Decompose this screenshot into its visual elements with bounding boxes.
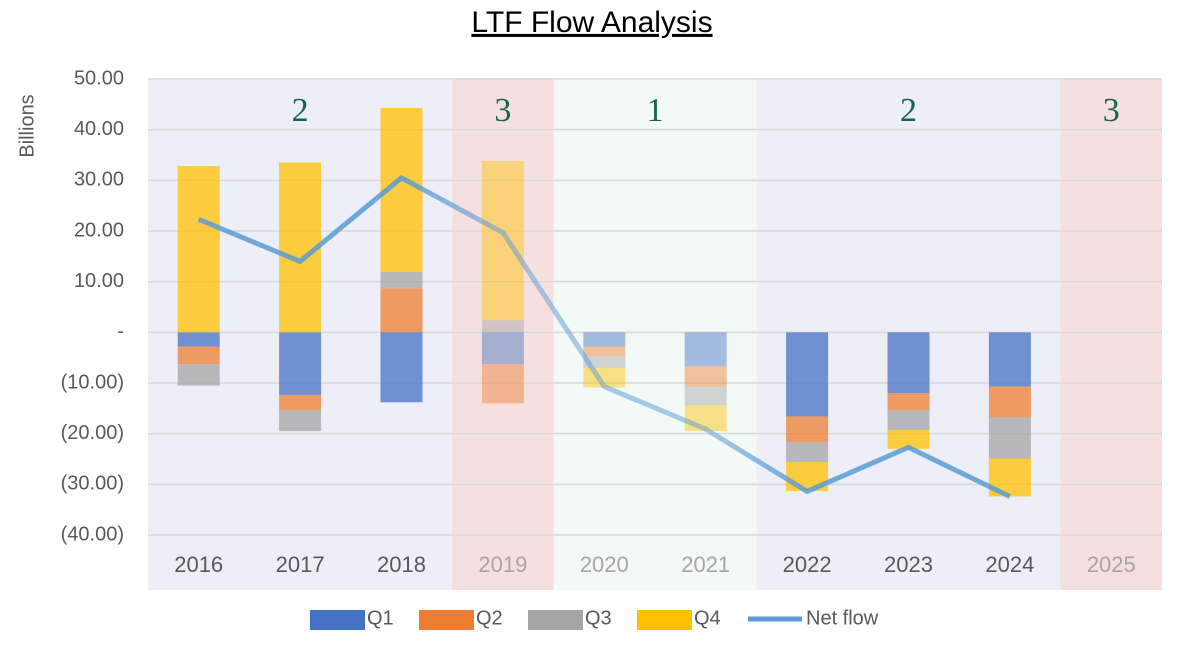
region-label: 2 [900, 92, 917, 129]
legend-label: Q4 [694, 607, 721, 629]
legend-swatch [637, 610, 692, 630]
bar [380, 288, 423, 333]
bar [481, 364, 524, 404]
x-tick-label: 2021 [681, 552, 730, 577]
legend-label: Q3 [585, 607, 612, 629]
net-flow-line [197, 175, 1011, 499]
legend-label: Net flow [806, 607, 879, 629]
region-label: 1 [647, 92, 664, 129]
region [1060, 79, 1162, 590]
bar [279, 410, 322, 432]
bar [988, 417, 1031, 459]
y-tick-label: 20.00 [74, 219, 124, 241]
y-tick-label: 30.00 [74, 169, 124, 191]
bar [887, 410, 930, 431]
bar [177, 346, 220, 365]
bar [481, 161, 524, 321]
bar [786, 442, 829, 463]
bar [786, 416, 829, 443]
legend-swatch [419, 610, 474, 630]
y-axis-label: Billions [16, 94, 38, 157]
x-tick-label: 2019 [478, 552, 527, 577]
legend-swatch [528, 610, 583, 630]
y-tick-label: - [117, 321, 124, 343]
x-tick-label: 2022 [783, 552, 832, 577]
legend-label: Q1 [367, 607, 394, 629]
bar [380, 272, 423, 289]
y-tick-label: (10.00) [61, 371, 124, 393]
bar [279, 332, 322, 396]
region-label: 3 [1103, 92, 1120, 129]
bar [988, 386, 1031, 418]
region-label: 2 [292, 92, 309, 129]
x-tick-label: 2025 [1087, 552, 1136, 577]
x-tick-label: 2016 [174, 552, 223, 577]
bar [177, 364, 220, 386]
y-tick-label: (40.00) [61, 523, 124, 545]
bar [887, 430, 930, 449]
y-tick-label: (20.00) [61, 422, 124, 444]
x-tick-label: 2020 [580, 552, 629, 577]
bar [887, 393, 930, 411]
bar [887, 332, 930, 394]
bar [684, 366, 727, 388]
bar [177, 166, 220, 333]
y-tick-label: 10.00 [74, 270, 124, 292]
y-tick-label: 50.00 [74, 67, 124, 89]
region-label: 3 [494, 92, 511, 129]
x-tick-label: 2024 [985, 552, 1034, 577]
bar [583, 332, 626, 347]
bar [279, 395, 322, 411]
y-tick-label: 40.00 [74, 118, 124, 140]
legend-label: Q2 [476, 607, 503, 629]
bar [177, 332, 220, 347]
legend-swatch [310, 610, 365, 630]
bar [684, 332, 727, 367]
y-tick-label: (30.00) [61, 473, 124, 495]
chart-title: LTF Flow Analysis [471, 6, 712, 39]
x-tick-label: 2018 [377, 552, 426, 577]
x-tick-label: 2017 [276, 552, 325, 577]
bar [481, 320, 524, 333]
bar [583, 356, 626, 368]
bar [380, 332, 423, 403]
bar [481, 332, 524, 365]
x-tick-label: 2023 [884, 552, 933, 577]
bar [786, 332, 829, 417]
bar [684, 387, 727, 406]
bar [583, 346, 626, 357]
region [553, 79, 757, 590]
region [452, 79, 554, 590]
bar [988, 332, 1031, 387]
